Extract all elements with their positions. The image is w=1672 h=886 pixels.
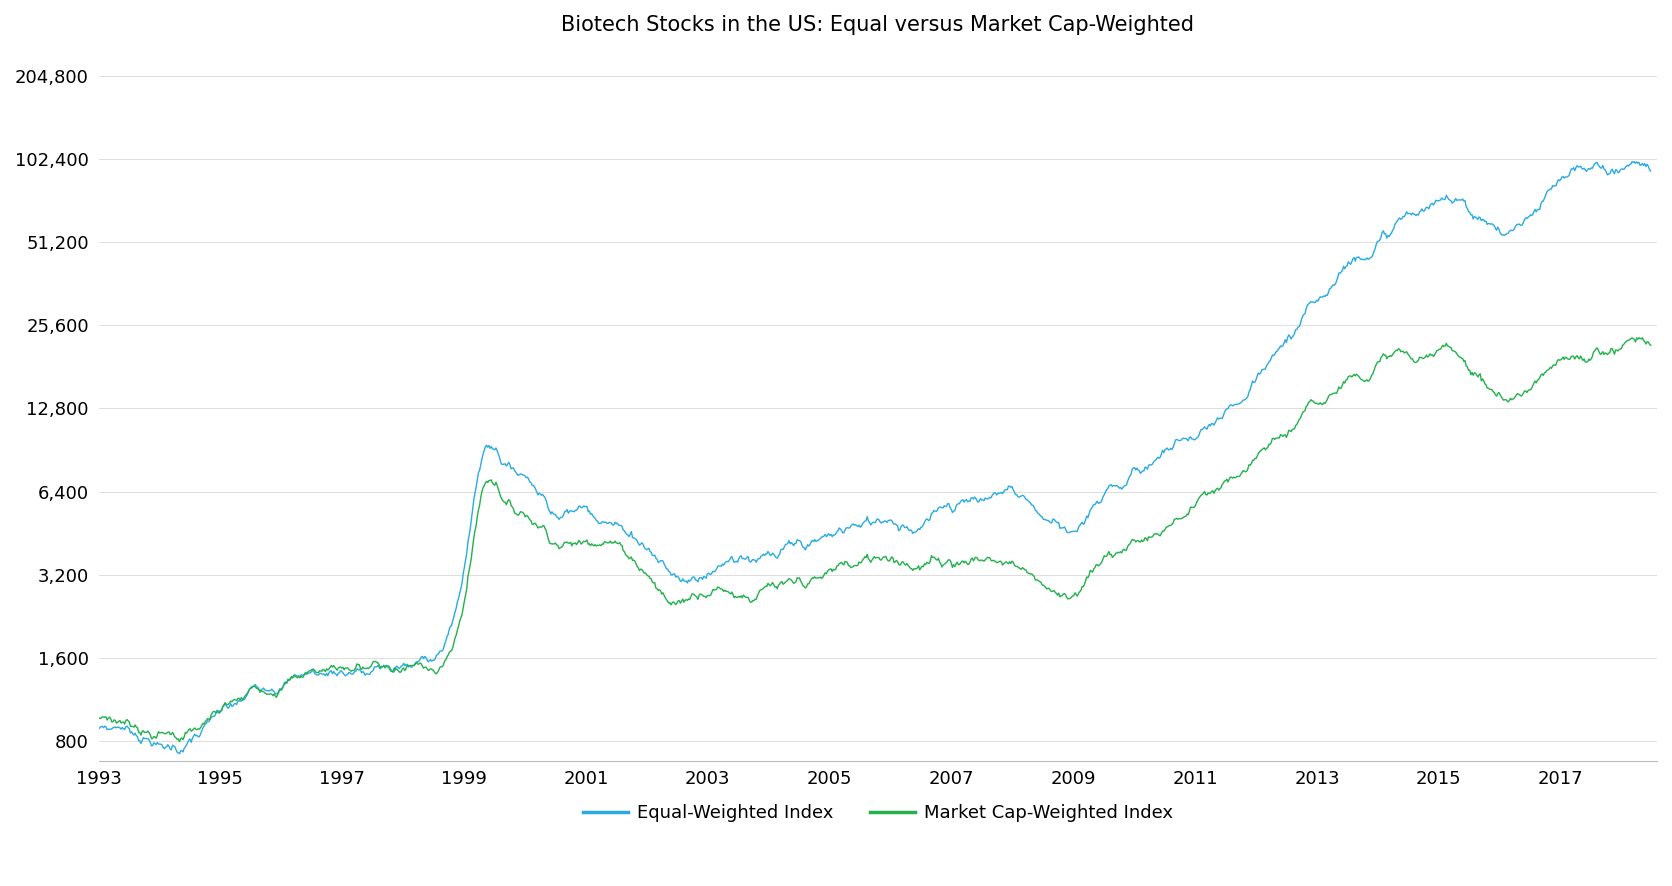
- Legend: Equal-Weighted Index, Market Cap-Weighted Index: Equal-Weighted Index, Market Cap-Weighte…: [575, 797, 1180, 829]
- Line: Market Cap-Weighted Index: Market Cap-Weighted Index: [99, 338, 1650, 742]
- Title: Biotech Stocks in the US: Equal versus Market Cap-Weighted: Biotech Stocks in the US: Equal versus M…: [562, 15, 1194, 35]
- Line: Equal-Weighted Index: Equal-Weighted Index: [99, 161, 1650, 754]
